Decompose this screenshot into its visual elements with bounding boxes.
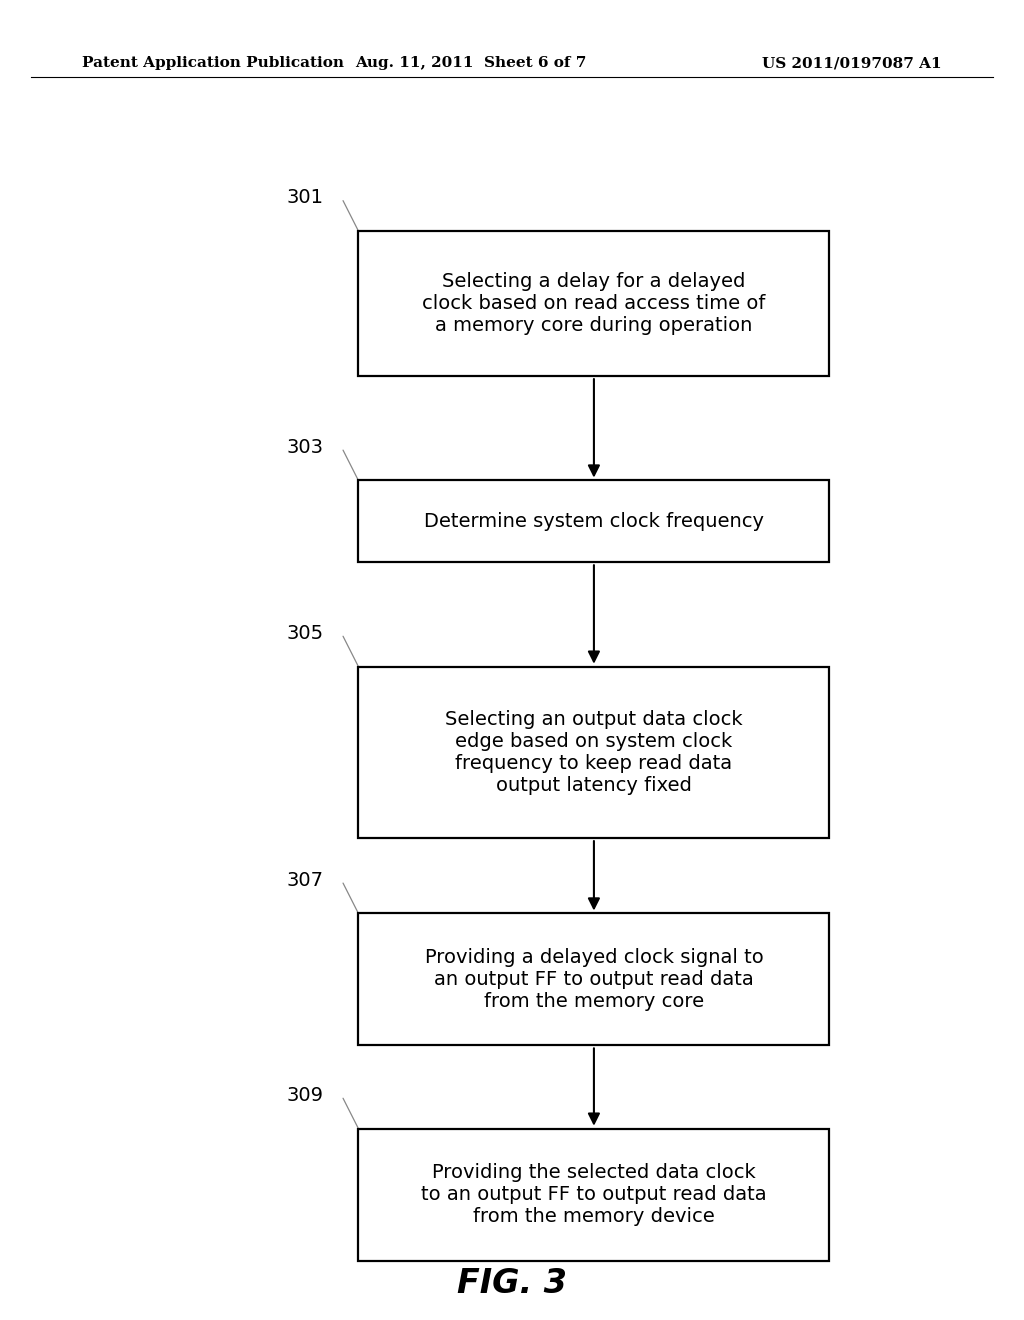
Text: Patent Application Publication: Patent Application Publication — [82, 57, 344, 70]
Text: US 2011/0197087 A1: US 2011/0197087 A1 — [763, 57, 942, 70]
Text: Determine system clock frequency: Determine system clock frequency — [424, 512, 764, 531]
Bar — [358, 480, 829, 562]
Text: 305: 305 — [287, 624, 324, 643]
Text: 309: 309 — [287, 1086, 324, 1105]
Text: 303: 303 — [287, 438, 324, 457]
Text: Providing a delayed clock signal to
an output FF to output read data
from the me: Providing a delayed clock signal to an o… — [425, 948, 763, 1011]
Text: Aug. 11, 2011  Sheet 6 of 7: Aug. 11, 2011 Sheet 6 of 7 — [355, 57, 587, 70]
Text: FIG. 3: FIG. 3 — [457, 1267, 567, 1299]
Bar — [358, 667, 829, 838]
Bar — [358, 231, 829, 376]
Bar — [358, 913, 829, 1045]
Text: Providing the selected data clock
to an output FF to output read data
from the m: Providing the selected data clock to an … — [421, 1163, 767, 1226]
Text: Selecting a delay for a delayed
clock based on read access time of
a memory core: Selecting a delay for a delayed clock ba… — [422, 272, 766, 335]
Text: Selecting an output data clock
edge based on system clock
frequency to keep read: Selecting an output data clock edge base… — [445, 710, 742, 795]
Bar — [358, 1129, 829, 1261]
Text: 307: 307 — [287, 871, 324, 890]
Text: 301: 301 — [287, 189, 324, 207]
